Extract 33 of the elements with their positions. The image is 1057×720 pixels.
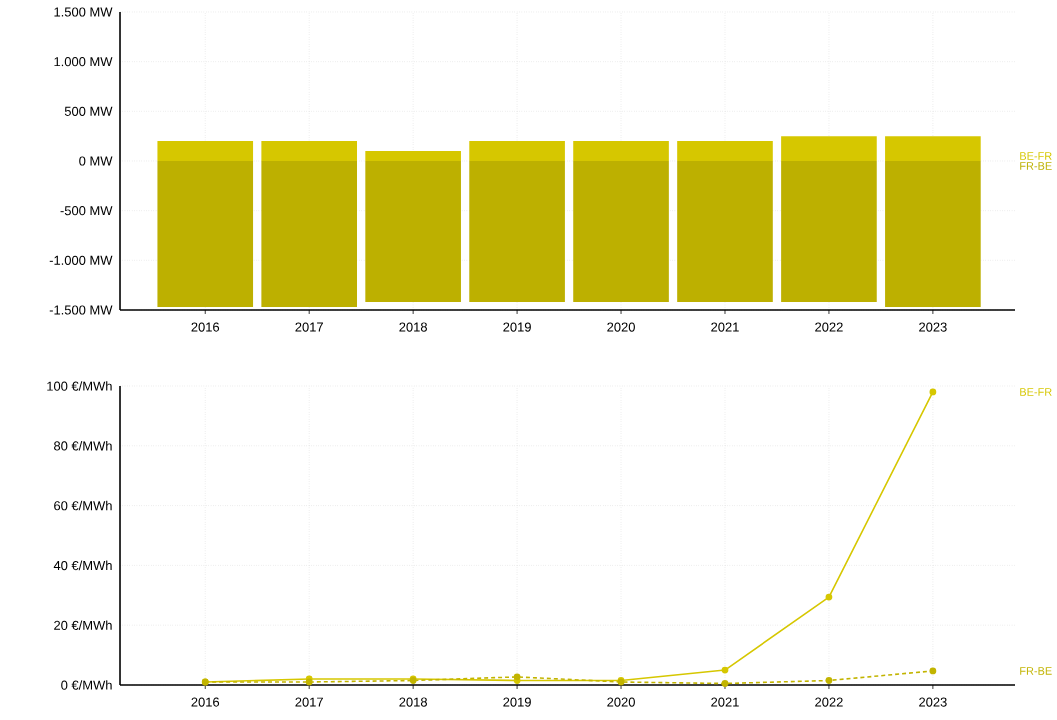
x-tick-label: 2019 <box>503 322 531 332</box>
y-tick-label: -1.500 MW <box>49 305 113 315</box>
x-tick-label: 2022 <box>815 697 843 707</box>
y-tick-label: 0 €/MWh <box>61 680 112 690</box>
y-tick-label: 60 €/MWh <box>54 500 112 511</box>
text: FR-BE <box>1020 162 1052 170</box>
x-tick-label: 2021 <box>711 322 739 332</box>
y-tick-label: 1.000 MW <box>54 57 113 67</box>
y-tick-label: 20 €/MWh <box>54 620 112 630</box>
x-tick-label: 2017 <box>295 322 323 332</box>
x-tick-label: 2020 <box>607 322 635 332</box>
x-tick-label: 2019 <box>503 697 531 707</box>
y-tick-label: 1.500 MW <box>54 7 113 17</box>
text: BE-FR <box>1020 152 1052 160</box>
x-tick-label: 2021 <box>711 697 739 707</box>
x-tick-label: 2018 <box>399 322 427 332</box>
y-tick-label: -1.000 MW <box>49 255 113 265</box>
y-tick-label: 100 €/MWh <box>47 381 112 391</box>
y-tick-label: 500 MW <box>64 106 113 116</box>
y-tick-label: 0 MW <box>79 156 113 166</box>
x-tick-label: 2020 <box>607 697 635 707</box>
x-tick-label: 2022 <box>815 322 843 332</box>
x-tick-label: 2023 <box>919 322 947 332</box>
text: FR-BE <box>1020 667 1052 675</box>
y-tick-label: 40 €/MWh <box>53 560 112 571</box>
y-tick-label: 80 €/MWh <box>54 441 112 451</box>
x-tick-label: 2023 <box>919 697 947 707</box>
text: BE-FR <box>1020 388 1052 396</box>
x-tick-label: 2016 <box>191 697 220 707</box>
y-tick-label: -500 MW <box>60 206 113 216</box>
x-tick-label: 2017 <box>295 697 323 707</box>
x-tick-label: 2018 <box>399 697 427 707</box>
x-tick-label: 2016 <box>191 322 220 332</box>
